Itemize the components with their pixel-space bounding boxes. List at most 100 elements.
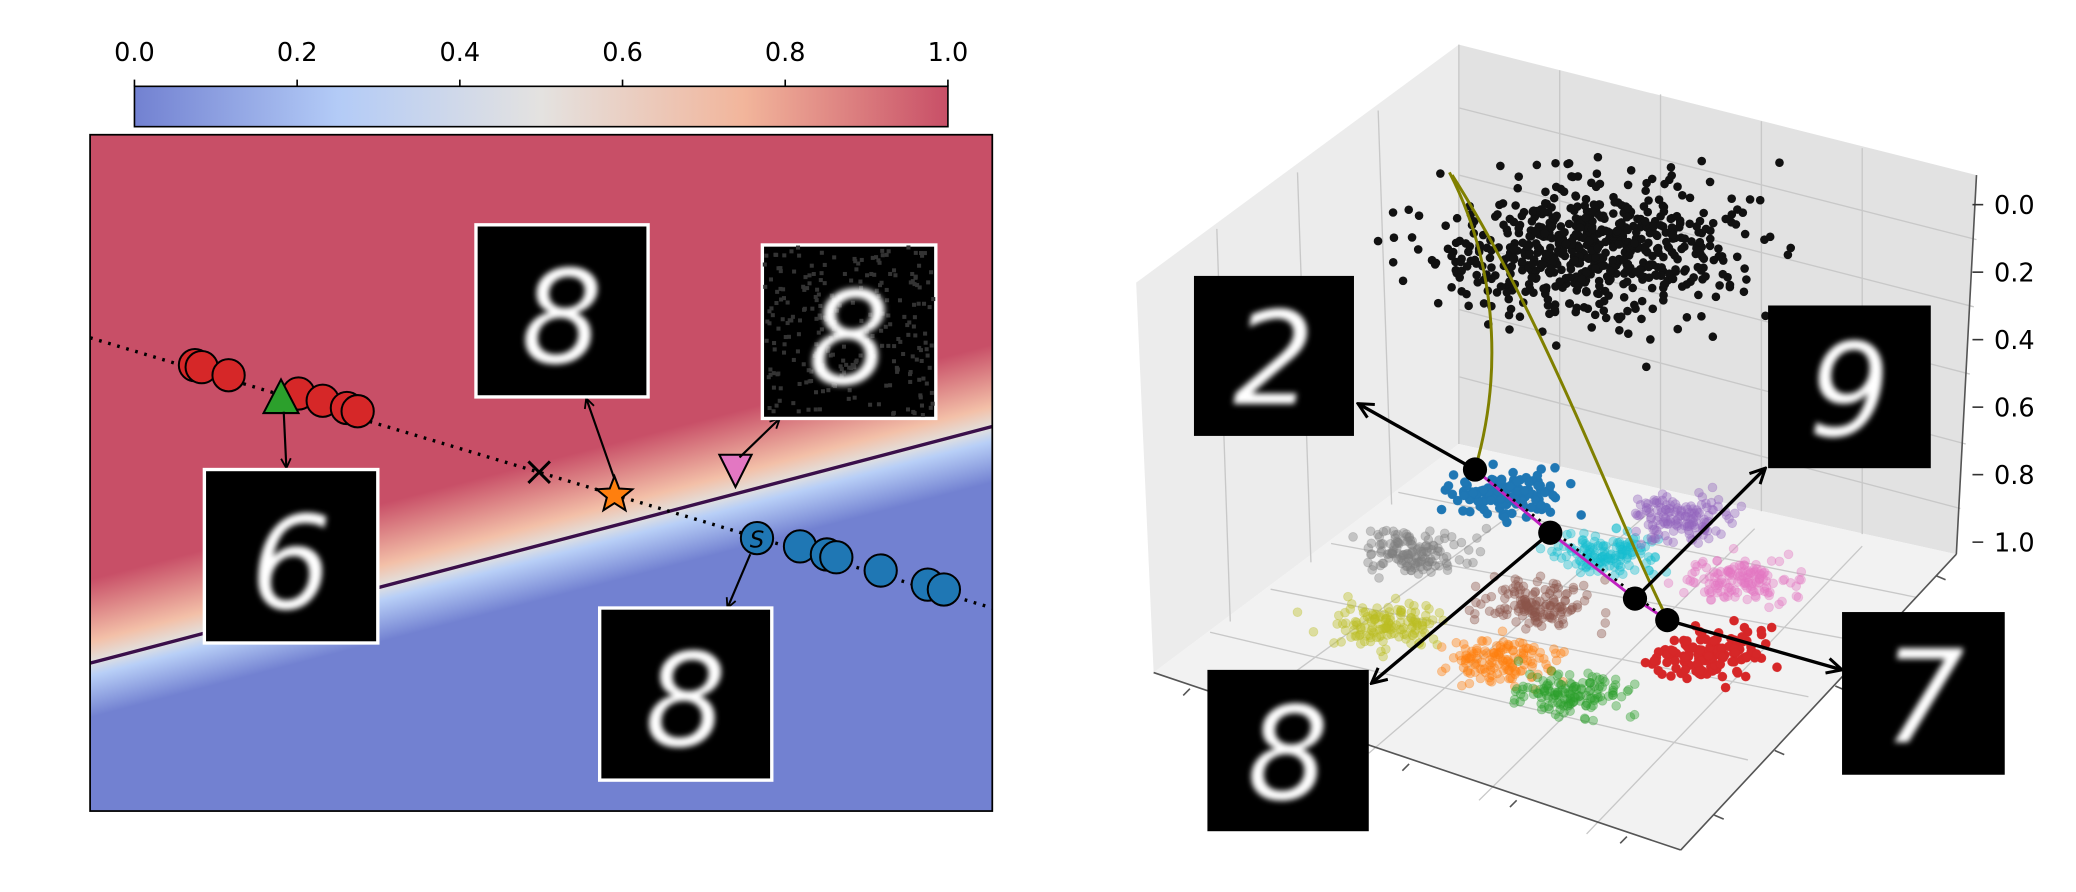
latent-point	[1581, 690, 1592, 701]
latent-point	[1708, 505, 1719, 515]
prior-point	[1714, 244, 1723, 253]
latent-point	[1535, 684, 1546, 695]
latent-point	[1369, 614, 1380, 625]
prior-point	[1581, 213, 1590, 223]
latent-point	[1550, 709, 1561, 720]
latent-point	[1519, 606, 1530, 617]
latent-point	[1367, 609, 1378, 619]
latent-point	[1530, 616, 1541, 626]
prior-point	[1517, 211, 1527, 221]
noise-pixel	[829, 293, 834, 298]
latent-point	[1432, 639, 1443, 650]
colorbar-tick-label: 0.6	[602, 38, 643, 68]
latent-point	[1562, 607, 1573, 617]
latent-point	[1552, 671, 1563, 681]
latent-point	[1559, 707, 1569, 718]
noise-pixel	[768, 372, 773, 377]
latent-point	[1390, 533, 1401, 543]
latent-point	[1527, 590, 1538, 600]
prior-point	[1668, 230, 1678, 240]
latent-point	[1562, 588, 1573, 599]
noise-pixel	[828, 353, 833, 358]
latent-point	[1403, 553, 1414, 564]
prior-point	[1493, 210, 1502, 219]
prior-point	[1641, 241, 1650, 251]
latent-point	[1680, 511, 1690, 522]
prior-point	[1590, 264, 1600, 273]
latent-point	[1647, 520, 1658, 531]
latent-point	[1576, 683, 1587, 694]
latent-point	[1568, 584, 1579, 595]
latent-point	[1406, 613, 1416, 623]
latent-point	[1383, 602, 1394, 613]
latent-point	[1371, 632, 1382, 643]
latent-point	[1571, 684, 1582, 694]
latent-point	[1617, 549, 1628, 559]
latent-point	[1472, 653, 1483, 664]
latent-point	[1509, 600, 1520, 611]
prior-point	[1552, 211, 1561, 221]
latent-point	[1500, 661, 1510, 671]
latent-point	[1611, 701, 1622, 711]
latent-point	[1486, 591, 1497, 602]
latent-point	[1541, 690, 1552, 701]
prior-point	[1623, 204, 1633, 213]
latent-point	[1553, 582, 1564, 593]
latent-point	[1475, 546, 1486, 557]
prior-point	[1667, 223, 1677, 232]
latent-point	[1555, 699, 1566, 710]
latent-point	[1407, 546, 1418, 556]
latent-point	[1554, 712, 1564, 722]
prior-point	[1641, 186, 1650, 196]
latent-point	[1346, 632, 1356, 643]
latent-point	[1643, 519, 1654, 530]
prior-point	[1601, 313, 1611, 323]
latent-point	[1486, 495, 1496, 506]
latent-point	[1618, 569, 1628, 580]
latent-point	[1505, 673, 1516, 683]
latent-point	[1555, 704, 1566, 715]
latent-point	[1694, 508, 1705, 518]
latent-point	[1680, 511, 1691, 521]
prior-point	[1671, 265, 1680, 274]
noise-pixel	[816, 292, 821, 297]
prior-point	[1581, 286, 1591, 296]
noise-pixel	[820, 363, 825, 368]
prior-point	[1599, 306, 1609, 316]
latent-point	[1588, 543, 1598, 553]
noise-pixel	[796, 409, 801, 414]
latent-point	[1577, 560, 1588, 571]
latent-point	[1665, 507, 1675, 517]
latent-point	[1525, 669, 1535, 680]
inset-digit: 8	[521, 244, 603, 394]
latent-point	[1500, 584, 1511, 595]
latent-point	[1508, 645, 1518, 656]
latent-point	[1356, 624, 1366, 635]
noise-pixel	[893, 273, 898, 278]
latent-point	[1503, 640, 1514, 651]
latent-point	[1661, 505, 1671, 515]
latent-point	[1508, 583, 1518, 594]
prior-point	[1614, 219, 1624, 228]
inset-digit: 8	[645, 627, 727, 777]
latent-point	[1383, 623, 1394, 633]
latent-point	[1527, 598, 1537, 609]
noise-pixel	[816, 349, 821, 354]
prior-point	[1443, 244, 1453, 254]
latent-point	[1520, 596, 1531, 607]
prior-point	[1561, 239, 1571, 249]
latent-point	[1578, 580, 1589, 591]
latent-point	[1526, 605, 1537, 616]
latent-point	[1411, 617, 1422, 627]
latent-point	[1580, 543, 1590, 554]
noise-pixel	[772, 347, 777, 352]
latent-point	[1390, 593, 1401, 604]
prior-point	[1644, 273, 1654, 282]
latent-point	[1532, 611, 1543, 622]
latent-point	[1541, 599, 1551, 610]
latent-point	[1530, 612, 1541, 623]
latent-point	[1692, 561, 1702, 572]
latent-point	[1407, 556, 1417, 566]
noise-pixel	[891, 411, 896, 416]
latent-point	[1686, 501, 1696, 511]
